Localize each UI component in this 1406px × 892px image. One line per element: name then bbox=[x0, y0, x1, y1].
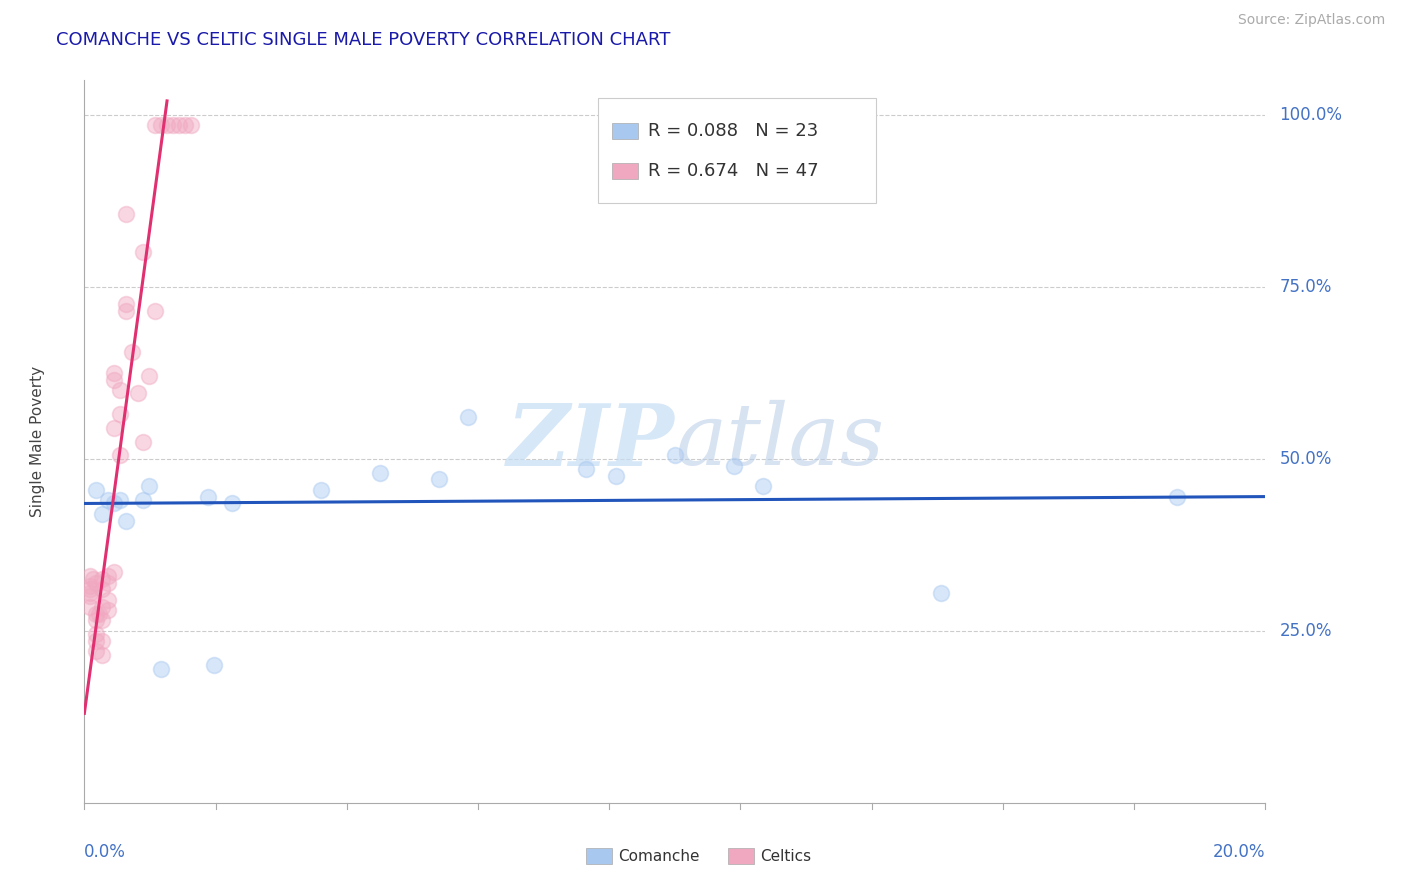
Point bbox=[108, 493, 131, 508]
Point bbox=[84, 634, 107, 648]
Point bbox=[156, 118, 179, 132]
Text: Single Male Poverty: Single Male Poverty bbox=[30, 366, 45, 517]
Point bbox=[929, 586, 952, 600]
FancyBboxPatch shape bbox=[612, 162, 638, 178]
Point bbox=[79, 586, 101, 600]
Point bbox=[84, 483, 107, 497]
Point bbox=[664, 448, 686, 462]
Point bbox=[723, 458, 745, 473]
FancyBboxPatch shape bbox=[612, 123, 638, 139]
Text: Comanche: Comanche bbox=[619, 849, 700, 863]
Point bbox=[150, 662, 173, 676]
Text: 50.0%: 50.0% bbox=[1279, 450, 1331, 467]
Point bbox=[97, 568, 120, 582]
Text: 20.0%: 20.0% bbox=[1213, 843, 1265, 861]
Point bbox=[103, 496, 125, 510]
Text: 25.0%: 25.0% bbox=[1279, 622, 1331, 640]
Point bbox=[97, 493, 120, 508]
Point bbox=[114, 297, 136, 311]
Point bbox=[121, 345, 143, 359]
Point bbox=[97, 592, 120, 607]
Point bbox=[79, 582, 101, 597]
FancyBboxPatch shape bbox=[598, 98, 876, 203]
Point bbox=[103, 421, 125, 435]
Point bbox=[91, 614, 114, 628]
Point bbox=[97, 575, 120, 590]
Point bbox=[427, 472, 450, 486]
Point bbox=[127, 386, 149, 401]
Text: Celtics: Celtics bbox=[759, 849, 811, 863]
Point bbox=[457, 410, 479, 425]
Text: ZIP: ZIP bbox=[508, 400, 675, 483]
Point bbox=[91, 634, 114, 648]
Point bbox=[114, 207, 136, 221]
Point bbox=[79, 599, 101, 614]
Point bbox=[97, 603, 120, 617]
Point bbox=[84, 575, 107, 590]
Point bbox=[91, 507, 114, 521]
Point bbox=[108, 448, 131, 462]
Point bbox=[84, 644, 107, 658]
Point bbox=[143, 118, 166, 132]
Point bbox=[91, 599, 114, 614]
Point bbox=[108, 407, 131, 421]
Point bbox=[132, 493, 155, 508]
Point bbox=[79, 568, 101, 582]
Point bbox=[143, 303, 166, 318]
Point bbox=[114, 514, 136, 528]
FancyBboxPatch shape bbox=[586, 848, 612, 864]
Text: 75.0%: 75.0% bbox=[1279, 277, 1331, 296]
Point bbox=[752, 479, 775, 493]
Point bbox=[91, 648, 114, 662]
Point bbox=[103, 373, 125, 387]
Point bbox=[150, 118, 173, 132]
Text: atlas: atlas bbox=[675, 401, 884, 483]
Text: 0.0%: 0.0% bbox=[84, 843, 127, 861]
Point bbox=[167, 118, 190, 132]
Point bbox=[173, 118, 195, 132]
Point bbox=[108, 383, 131, 397]
Point bbox=[202, 658, 225, 673]
Point bbox=[87, 607, 111, 621]
Point bbox=[197, 490, 219, 504]
Point bbox=[309, 483, 332, 497]
Point bbox=[114, 303, 136, 318]
Point bbox=[103, 566, 125, 580]
Point bbox=[1166, 490, 1188, 504]
Text: R = 0.674   N = 47: R = 0.674 N = 47 bbox=[648, 161, 818, 179]
Point bbox=[180, 118, 202, 132]
Point bbox=[84, 614, 107, 628]
Point bbox=[84, 627, 107, 641]
Point bbox=[368, 466, 391, 480]
Point bbox=[91, 582, 114, 597]
Point bbox=[79, 590, 101, 604]
Point bbox=[132, 434, 155, 449]
Point bbox=[91, 572, 114, 586]
Text: R = 0.088   N = 23: R = 0.088 N = 23 bbox=[648, 122, 818, 140]
Point bbox=[605, 469, 627, 483]
FancyBboxPatch shape bbox=[728, 848, 754, 864]
Point bbox=[138, 369, 160, 384]
Text: Source: ZipAtlas.com: Source: ZipAtlas.com bbox=[1237, 13, 1385, 28]
Text: COMANCHE VS CELTIC SINGLE MALE POVERTY CORRELATION CHART: COMANCHE VS CELTIC SINGLE MALE POVERTY C… bbox=[56, 31, 671, 49]
Point bbox=[138, 479, 160, 493]
Point bbox=[84, 607, 107, 621]
Point bbox=[132, 245, 155, 260]
Point bbox=[575, 462, 598, 476]
Point bbox=[162, 118, 184, 132]
Text: 100.0%: 100.0% bbox=[1279, 105, 1343, 124]
Point bbox=[79, 579, 101, 593]
Point bbox=[221, 496, 243, 510]
Point bbox=[82, 572, 104, 586]
Point bbox=[103, 366, 125, 380]
